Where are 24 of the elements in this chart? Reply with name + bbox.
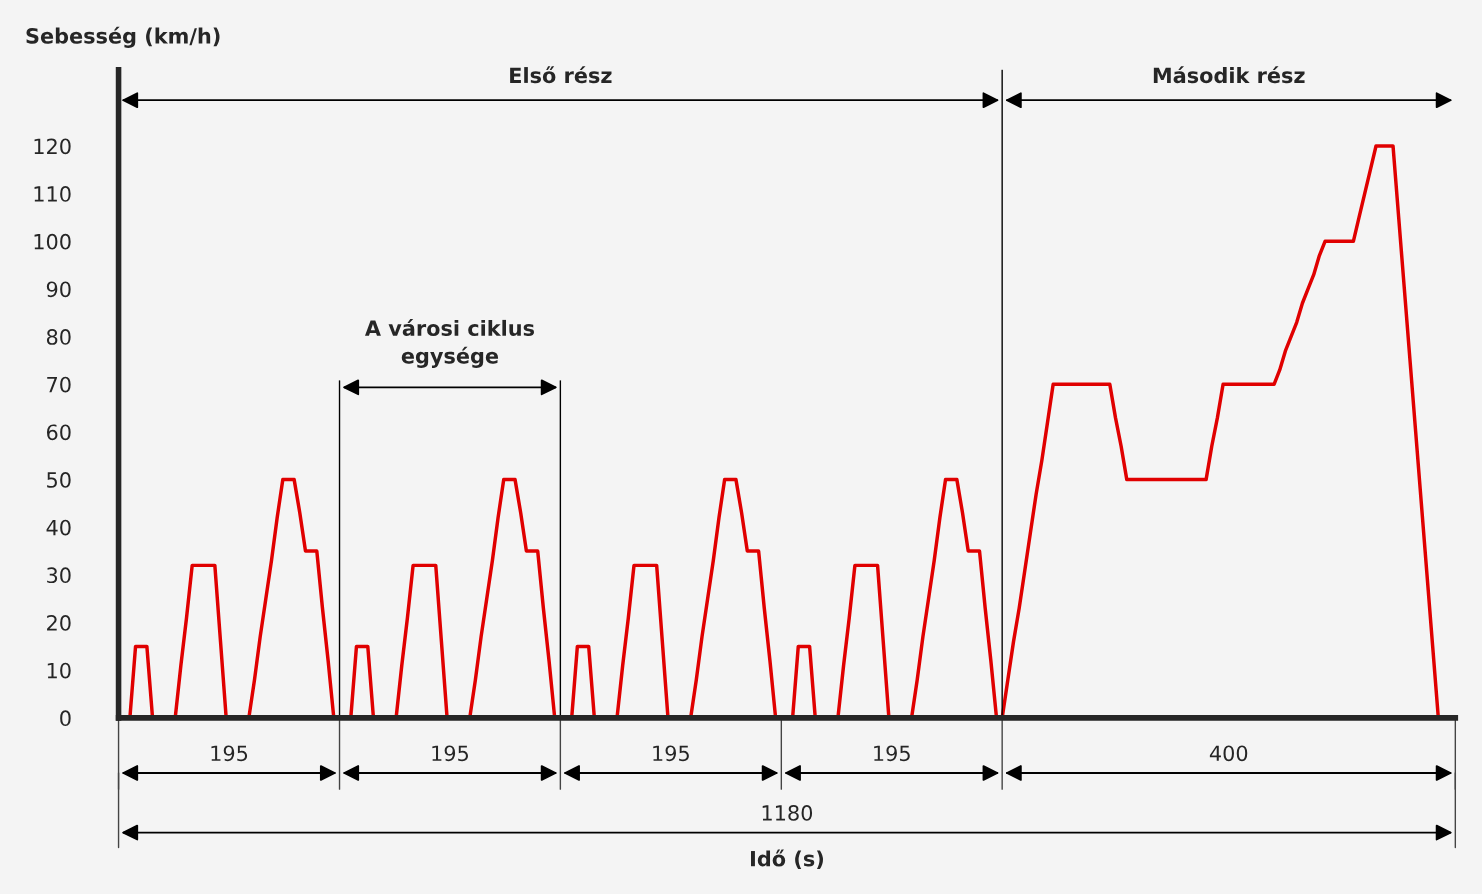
y-tick-label: 50 [47, 472, 71, 488]
y-tick-label: 0 [60, 710, 71, 727]
text: 195 [211, 745, 248, 762]
text: 1180 [762, 805, 813, 821]
y-tick-label: 70 [47, 376, 71, 393]
text: 195 [653, 745, 689, 762]
y-tick-label: 110 [34, 186, 71, 202]
annotation: A városi ciklus egysége [364, 319, 535, 368]
y-tick-label: 10 [47, 662, 71, 679]
y-tick-label: 60 [46, 424, 71, 441]
annotation: Első rész [510, 66, 612, 84]
y-tick-label: 100 [34, 233, 71, 250]
y-tick-label: 30 [47, 567, 71, 584]
text: Idő (s) [751, 849, 823, 869]
y-tick-label: 20 [47, 615, 71, 631]
text: 400 [1209, 745, 1248, 762]
y-tick-label: 40 [46, 519, 71, 536]
text: 195 [874, 745, 910, 762]
annotation: Második rész [1153, 66, 1305, 84]
text: 195 [432, 745, 469, 762]
y-tick-label: 90 [46, 281, 71, 298]
y-tick-label: 120 [34, 138, 71, 155]
y-tick-label: 80 [46, 329, 71, 345]
y-axis-title: Sebesség (km/h) [26, 26, 220, 48]
